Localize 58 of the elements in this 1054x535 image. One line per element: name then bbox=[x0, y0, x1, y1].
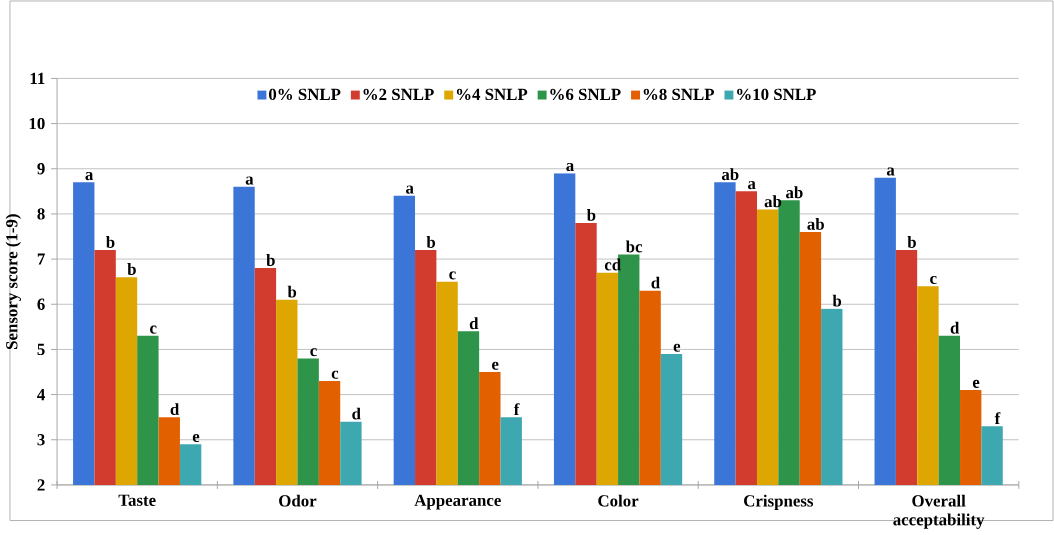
data-label: f bbox=[513, 403, 520, 416]
data-label: b bbox=[266, 254, 275, 267]
data-label: b bbox=[907, 236, 916, 249]
data-label: d bbox=[950, 322, 960, 334]
data-label: b bbox=[832, 294, 842, 307]
data-label: a bbox=[406, 185, 414, 194]
data-label: bc bbox=[625, 240, 643, 253]
data-label: b bbox=[106, 236, 115, 249]
data-label: c bbox=[310, 348, 317, 357]
data-label: c bbox=[150, 325, 157, 334]
y-tick-label: 4 bbox=[37, 389, 45, 401]
data-label: a bbox=[245, 176, 254, 185]
data-label: a bbox=[85, 172, 94, 181]
data-label: d bbox=[352, 407, 361, 420]
data-label: ab bbox=[764, 195, 782, 208]
y-tick-label: 2 bbox=[37, 479, 45, 491]
y-tick-label: 6 bbox=[37, 298, 45, 311]
y-tick-label: 9 bbox=[37, 163, 45, 175]
data-label: c bbox=[331, 371, 339, 380]
data-label: e bbox=[492, 361, 499, 371]
y-tick-label: 3 bbox=[37, 434, 45, 446]
y-axis-title: Sensory score (1-9) bbox=[5, 214, 21, 350]
data-label: f bbox=[994, 412, 1001, 425]
data-label: b bbox=[426, 236, 436, 249]
legend-label: %10 SNLP bbox=[737, 88, 816, 101]
data-label: a bbox=[566, 163, 574, 172]
legend-label: %8 SNLP bbox=[643, 88, 715, 101]
x-tick-label: Odor bbox=[279, 494, 317, 507]
legend-label: %6 SNLP bbox=[550, 88, 621, 101]
y-tick-label: 11 bbox=[30, 73, 45, 85]
data-label: ab bbox=[786, 186, 803, 199]
data-label: ab bbox=[721, 168, 739, 181]
data-label: d bbox=[469, 317, 479, 330]
data-label: b bbox=[127, 263, 136, 276]
data-label: c bbox=[930, 276, 937, 285]
y-tick-label: 8 bbox=[37, 208, 45, 220]
data-label: e bbox=[192, 434, 200, 443]
legend-label: %2 SNLP bbox=[363, 88, 434, 101]
data-label: a bbox=[747, 181, 756, 190]
data-label: e bbox=[972, 380, 980, 389]
legend-label: %4 SNLP bbox=[456, 88, 528, 101]
x-tick-label: Crispness bbox=[744, 494, 814, 511]
data-label: c bbox=[449, 271, 456, 280]
y-tick-label: 5 bbox=[37, 344, 45, 356]
x-tick-label: Color bbox=[598, 494, 639, 507]
data-label: b bbox=[287, 285, 297, 298]
legend-label: 0% SNLP bbox=[269, 88, 341, 101]
data-label: a bbox=[886, 167, 895, 176]
x-tick-label: Overall acceptability bbox=[893, 494, 985, 530]
data-label: b bbox=[586, 209, 596, 222]
data-label: d bbox=[170, 403, 180, 416]
data-label: d bbox=[651, 276, 660, 289]
data-label: e bbox=[673, 343, 681, 353]
data-label: ab bbox=[807, 218, 824, 231]
y-tick-label: 7 bbox=[37, 253, 45, 265]
x-tick-label: Appearance bbox=[414, 494, 501, 510]
y-tick-label: 10 bbox=[29, 118, 45, 130]
x-tick-label: Taste bbox=[118, 494, 156, 507]
